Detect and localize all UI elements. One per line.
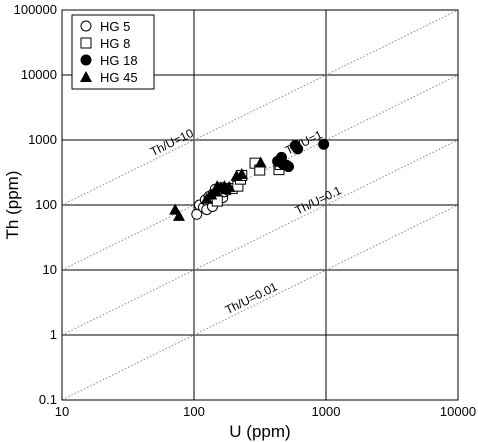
data-points [169,138,330,221]
y-tick-label: 1000 [28,132,57,147]
legend-marker [80,54,92,66]
data-point [223,180,236,192]
y-tick-label: 100 [35,197,57,212]
legend-marker [80,20,92,32]
legend: HG 5 HG 8 HG 18 HG 45 [71,14,155,90]
data-point [292,143,304,155]
y-tick-label: 1 [50,327,57,342]
legend-label: HG 5 [100,19,130,34]
legend-label: HG 8 [100,36,130,51]
y-axis-ticks: 0.1 1 10 100 1000 10000 100000 [14,2,57,407]
legend-label: HG 18 [100,53,138,68]
y-tick-label: 0.1 [39,392,57,407]
y-tick-label: 10000 [21,67,57,82]
x-axis-ticks: 10 100 1000 10000 [55,404,476,419]
x-tick-label: 100 [183,404,205,419]
ratio-line [61,139,459,336]
data-point [283,161,295,173]
x-axis-label: U (ppm) [229,422,290,441]
ratio-line [61,9,459,206]
data-point [254,156,267,168]
x-tick-label: 10 [55,404,69,419]
x-tick-label: 10000 [440,404,476,419]
data-point [318,138,330,150]
y-axis-label: Th (ppm) [3,171,22,240]
data-point [235,167,248,179]
data-point [211,195,223,207]
legend-marker [80,71,92,82]
data-point [173,209,186,221]
legend-label: HG 45 [100,70,138,85]
legend-marker [80,37,92,49]
plot-frame [61,9,459,401]
ratio-line [61,204,459,401]
ratio-line-label: Th/U=0.01 [223,279,280,317]
y-tick-label: 10 [43,262,57,277]
y-tick-label: 100000 [14,2,57,17]
x-tick-label: 1000 [312,404,341,419]
